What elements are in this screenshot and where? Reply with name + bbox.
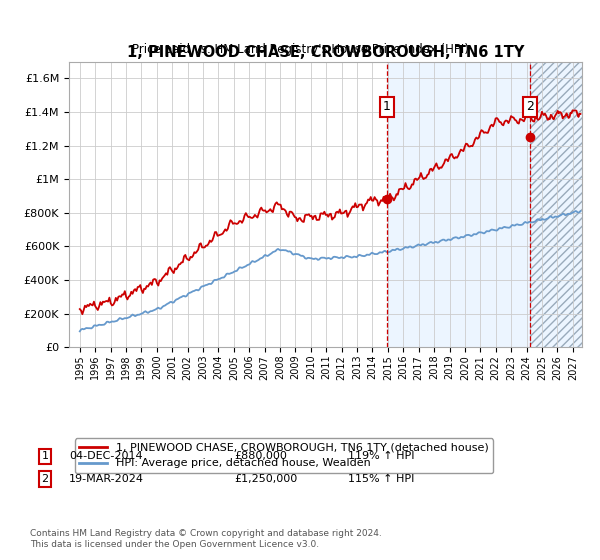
Bar: [530, 62, 582, 347]
Text: 1: 1: [41, 451, 49, 461]
Title: 1, PINEWOOD CHASE, CROWBOROUGH, TN6 1TY: 1, PINEWOOD CHASE, CROWBOROUGH, TN6 1TY: [127, 45, 524, 60]
Text: £880,000: £880,000: [234, 451, 287, 461]
Text: £1,250,000: £1,250,000: [234, 474, 297, 484]
Text: 1: 1: [383, 100, 391, 114]
Text: Contains HM Land Registry data © Crown copyright and database right 2024.
This d: Contains HM Land Registry data © Crown c…: [30, 529, 382, 549]
Bar: [386, 62, 530, 347]
Text: 115% ↑ HPI: 115% ↑ HPI: [348, 474, 415, 484]
Text: 119% ↑ HPI: 119% ↑ HPI: [348, 451, 415, 461]
Text: 19-MAR-2024: 19-MAR-2024: [69, 474, 144, 484]
Text: Price paid vs. HM Land Registry's House Price Index (HPI): Price paid vs. HM Land Registry's House …: [131, 43, 469, 56]
Bar: [530, 62, 582, 347]
Legend: 1, PINEWOOD CHASE, CROWBOROUGH, TN6 1TY (detached house), HPI: Average price, de: 1, PINEWOOD CHASE, CROWBOROUGH, TN6 1TY …: [74, 438, 493, 473]
Text: 04-DEC-2014: 04-DEC-2014: [69, 451, 143, 461]
Text: 2: 2: [41, 474, 49, 484]
Text: 2: 2: [526, 100, 534, 114]
